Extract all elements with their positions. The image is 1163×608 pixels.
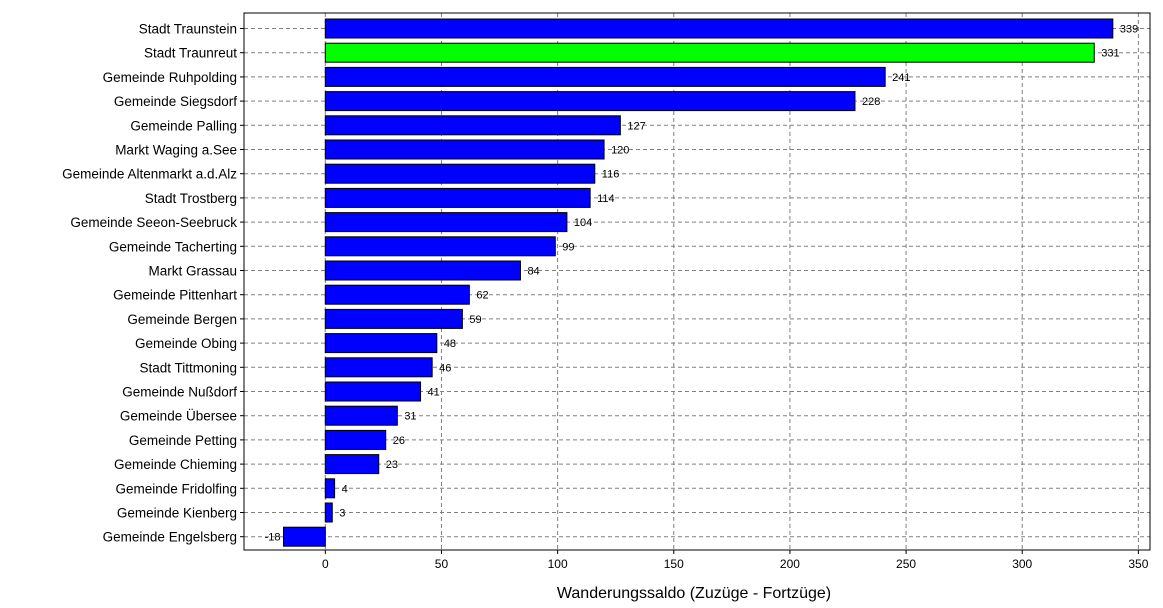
bar-value-label: 41	[428, 387, 440, 399]
category-label: Gemeinde Siegsdorf	[114, 94, 237, 109]
bar	[324, 333, 438, 354]
bar-value-label: 120	[611, 145, 629, 157]
bar	[282, 526, 326, 547]
bar-value-label: 241	[892, 72, 910, 84]
axes	[240, 12, 1151, 554]
bar-value-label: 3	[339, 508, 345, 520]
category-label: Gemeinde Übersee	[120, 409, 237, 424]
bar-value-label: 48	[444, 338, 456, 350]
category-label: Stadt Traunstein	[139, 22, 237, 37]
bar	[324, 478, 336, 499]
category-label: Gemeinde Petting	[129, 433, 237, 448]
bar-value-label: 104	[574, 217, 592, 229]
bar-value-label: 62	[476, 290, 488, 302]
x-tick-label: 350	[1128, 557, 1148, 571]
category-label: Gemeinde Ruhpolding	[103, 70, 237, 85]
labels: 3393312412281271201161141049984625948464…	[62, 22, 1149, 572]
category-label: Stadt Tittmoning	[139, 360, 237, 375]
bar-value-label: 26	[393, 435, 405, 447]
bar-value-label: 331	[1101, 48, 1119, 60]
bar	[324, 502, 333, 523]
bar-value-label: 46	[439, 362, 451, 374]
x-tick-label: 200	[780, 557, 800, 571]
x-tick-label: 250	[896, 557, 916, 571]
bars	[282, 18, 1114, 547]
category-label: Gemeinde Bergen	[127, 312, 237, 327]
bar-value-label: 4	[342, 483, 348, 495]
category-label: Markt Waging a.See	[115, 143, 237, 158]
category-label: Stadt Trostberg	[145, 191, 237, 206]
category-label: Gemeinde Seeon-Seebruck	[70, 215, 237, 230]
plot-frame	[243, 12, 1151, 551]
bar-value-label: 127	[627, 120, 645, 132]
x-tick-label: 50	[435, 557, 449, 571]
category-label: Gemeinde Pittenhart	[113, 288, 237, 303]
bar	[324, 429, 387, 450]
category-label: Gemeinde Obing	[135, 336, 237, 351]
category-label: Markt Grassau	[148, 264, 237, 279]
bar	[324, 115, 621, 136]
bar	[324, 284, 470, 305]
bar	[324, 381, 422, 402]
bar-value-label: 114	[597, 193, 615, 205]
x-tick-label: 100	[548, 557, 568, 571]
bar-value-label: 339	[1120, 24, 1138, 36]
bar-value-label: 23	[386, 459, 398, 471]
bar	[324, 212, 568, 233]
bar	[324, 187, 591, 208]
bar-value-label: 99	[562, 241, 574, 253]
bar	[324, 260, 521, 281]
category-label: Gemeinde Nußdorf	[122, 385, 237, 400]
bar	[324, 357, 433, 378]
bar-value-label: 31	[404, 411, 416, 423]
x-axis-title: Wanderungssaldo (Zuzüge - Fortzüge)	[557, 585, 831, 602]
bar	[324, 163, 596, 184]
category-label: Gemeinde Tacherting	[109, 239, 237, 254]
category-label: Gemeinde Kienberg	[117, 506, 237, 521]
category-label: Gemeinde Chieming	[114, 457, 237, 472]
category-label: Gemeinde Altenmarkt a.d.Alz	[62, 167, 237, 182]
bar	[324, 236, 556, 257]
x-tick-label: 150	[664, 557, 684, 571]
category-label: Gemeinde Fridolfing	[115, 481, 237, 496]
bar-value-label: -18	[265, 532, 281, 544]
bar	[324, 66, 886, 87]
bar	[324, 18, 1114, 39]
x-tick-label: 300	[1012, 557, 1032, 571]
bar	[324, 308, 463, 329]
bar	[324, 405, 398, 426]
bar-value-label: 116	[602, 169, 620, 181]
bar	[324, 42, 1095, 63]
bar	[324, 139, 605, 160]
bar-value-label: 84	[527, 266, 539, 278]
bar-value-label: 228	[862, 96, 880, 108]
category-label: Gemeinde Engelsberg	[103, 530, 237, 545]
bar	[324, 454, 380, 475]
bar	[324, 91, 856, 112]
category-label: Stadt Traunreut	[144, 46, 237, 61]
category-label: Gemeinde Palling	[130, 118, 237, 133]
x-tick-label: 0	[322, 557, 329, 571]
bar-value-label: 59	[469, 314, 481, 326]
